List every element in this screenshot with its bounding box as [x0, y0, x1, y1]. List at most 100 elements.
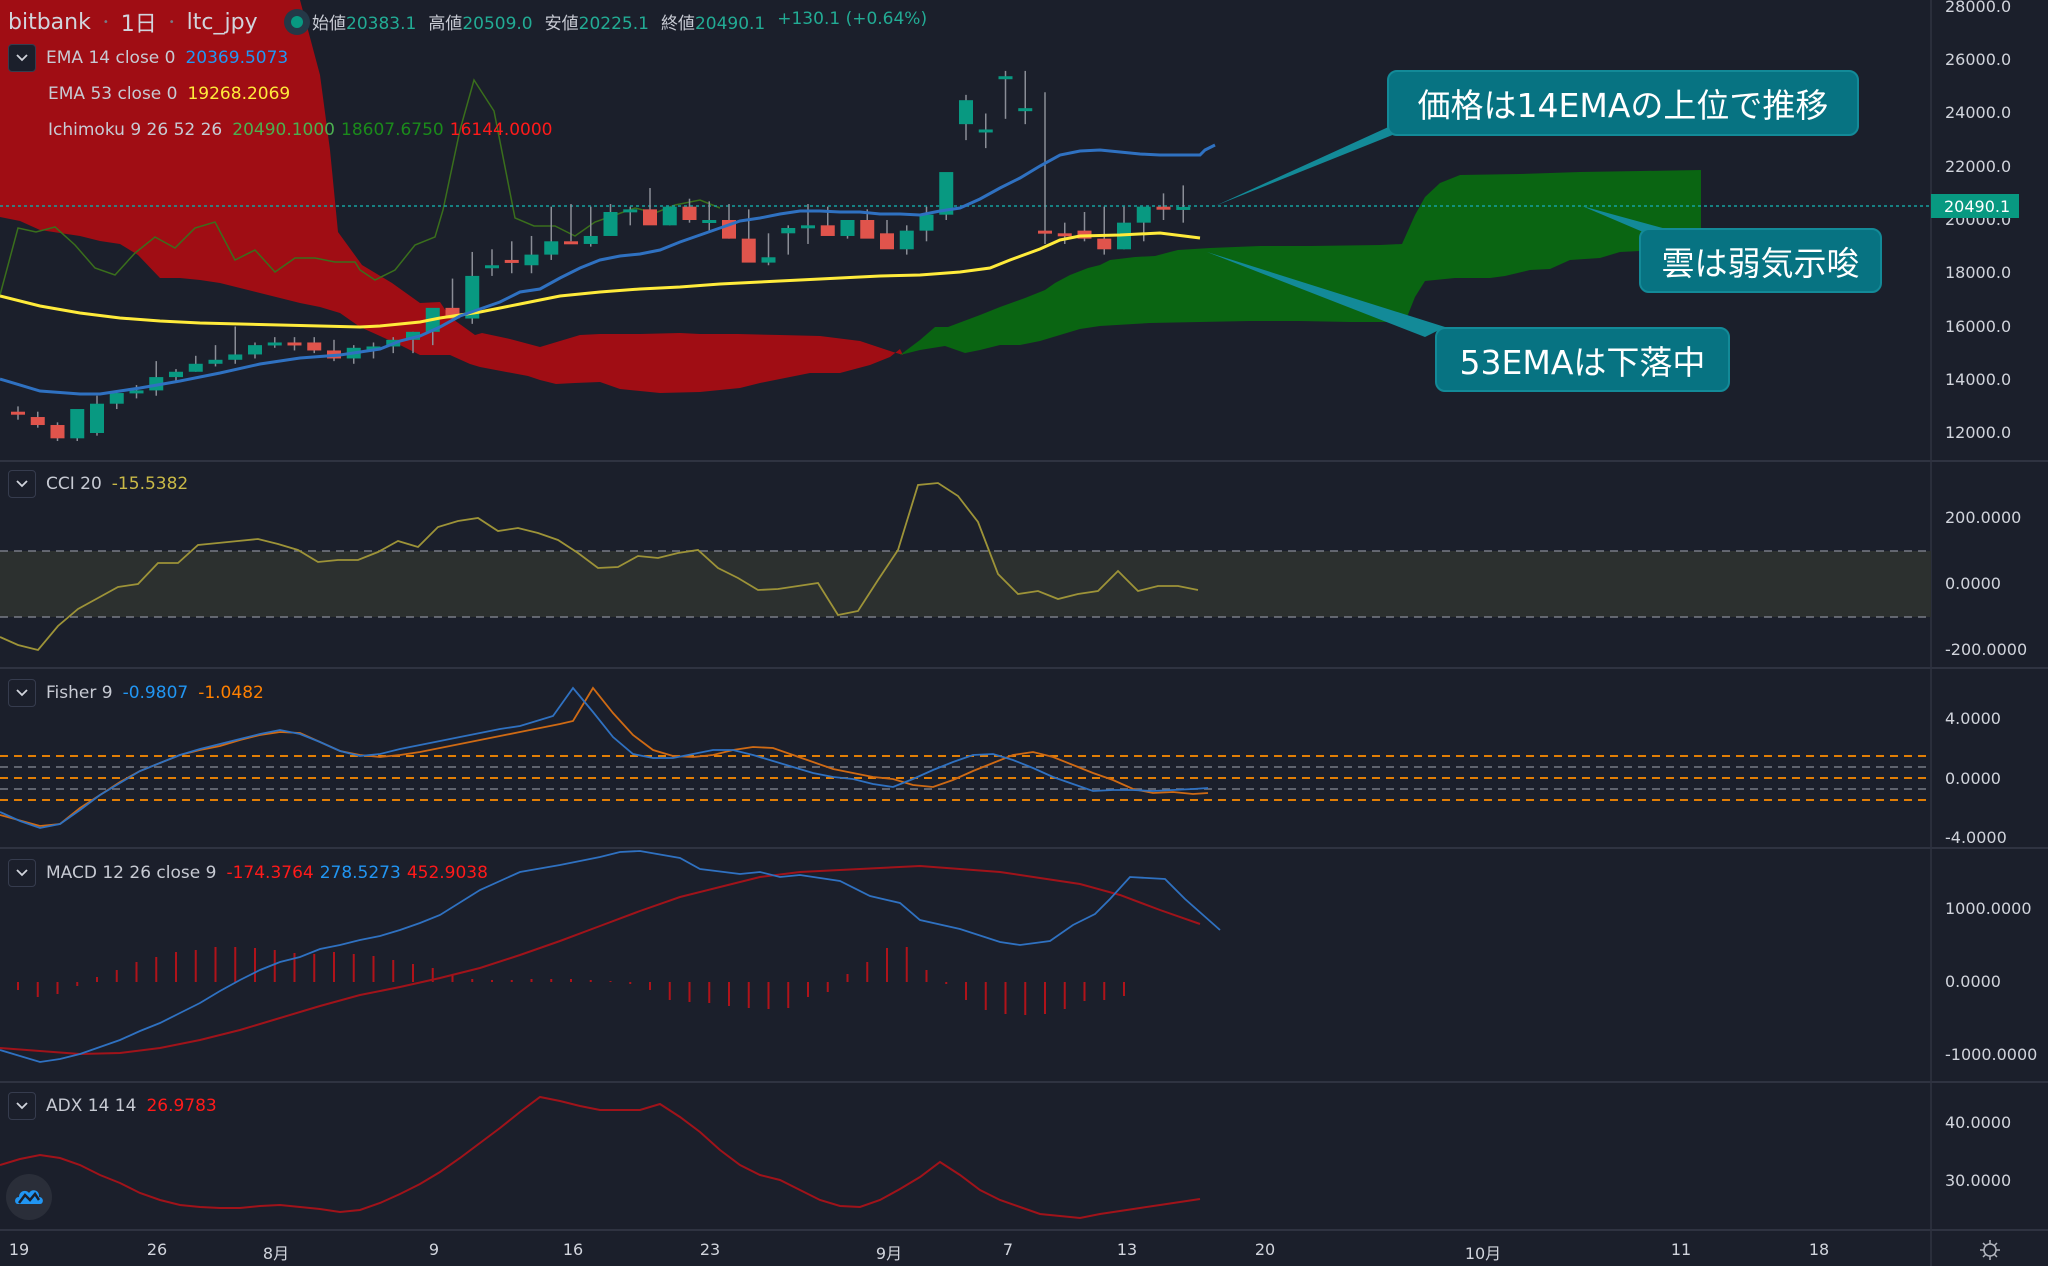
candle — [959, 100, 973, 125]
cci-band-fill — [0, 551, 1931, 617]
change-value: +130.1 (+0.64%) — [777, 9, 928, 29]
fisher-trigger-line — [0, 686, 1209, 827]
ema53-value: 19268.2069 — [187, 84, 291, 104]
time-axis-label: 23 — [699, 1240, 721, 1259]
candle — [623, 209, 638, 213]
candle — [485, 265, 499, 269]
candle — [1038, 230, 1052, 234]
candle — [662, 206, 677, 226]
logo-cloud-icon — [15, 1190, 43, 1204]
time-axis-label: 10月 — [1464, 1244, 1502, 1263]
ichimoku-cloud-bull — [900, 170, 1701, 355]
macd-line — [0, 850, 1221, 1063]
candle — [741, 238, 756, 263]
legend-ema14[interactable]: EMA 14 close 0 20369.5073 — [8, 44, 289, 72]
candle — [544, 241, 559, 255]
ichimoku-value-3: 16144.0000 — [449, 120, 553, 140]
open-label: 始値 — [312, 14, 346, 34]
chevron-down-icon — [16, 54, 28, 62]
time-axis-label: 20 — [1254, 1240, 1276, 1259]
candle — [978, 129, 993, 133]
candle — [880, 233, 894, 250]
candle — [998, 76, 1013, 80]
legend-cci[interactable]: CCI 20 -15.5382 — [8, 470, 188, 498]
candle — [1018, 108, 1033, 112]
low-label: 安値 — [544, 14, 579, 34]
macd-signal-value: 452.9038 — [406, 863, 488, 883]
cci-axis-label: 0.0000 — [1945, 574, 2001, 593]
cci-pane[interactable] — [0, 482, 1931, 652]
cci-axis-label: -200.0000 — [1945, 640, 2028, 659]
fisher-pane[interactable] — [0, 686, 1931, 829]
time-axis-label: 19 — [8, 1240, 30, 1259]
candle — [801, 225, 815, 229]
ichimoku-lagging-line — [0, 78, 721, 296]
candle — [188, 363, 203, 372]
chevron-down-icon — [16, 689, 28, 697]
candle — [70, 409, 85, 439]
collapse-macd-button[interactable] — [8, 859, 36, 887]
price-axis-label: 14000.0 — [1945, 370, 2012, 389]
candle — [919, 214, 934, 231]
symbol-header[interactable]: bitbank • 1日 • ltc_jpy — [8, 6, 310, 38]
collapse-adx-button[interactable] — [8, 1092, 36, 1120]
close-value: 20490.1 — [694, 14, 766, 34]
open-value: 20383.1 — [346, 14, 417, 34]
price-axis-label: 16000.0 — [1945, 317, 2012, 336]
candle — [11, 411, 25, 415]
legend-adx[interactable]: ADX 14 14 26.9783 — [8, 1092, 217, 1120]
candle — [307, 342, 322, 351]
callout-pointer-1 — [1215, 124, 1395, 206]
macd-axis-label: 1000.0000 — [1945, 899, 2032, 918]
fisher-axis-label: 4.0000 — [1945, 709, 2001, 728]
time-axis-label: 16 — [562, 1240, 584, 1259]
gear-icon[interactable] — [1978, 1238, 2002, 1262]
callout-cloud[interactable]: 雲は弱気示唆 — [1639, 228, 1882, 293]
callout-ema53[interactable]: 53EMAは下落中 — [1435, 327, 1730, 392]
candle — [109, 393, 124, 404]
candle — [208, 359, 223, 364]
ema14-line — [0, 143, 1216, 396]
candle — [50, 425, 65, 439]
candle — [30, 417, 45, 426]
ichimoku-value-2: 18607.6750 — [341, 120, 444, 140]
collapse-fisher-button[interactable] — [8, 679, 36, 707]
ema14-label: EMA 14 close 0 — [46, 48, 176, 68]
chevron-down-icon — [16, 1102, 28, 1110]
candle — [267, 342, 282, 346]
interval[interactable]: 1日 — [120, 12, 157, 37]
collapse-cci-button[interactable] — [8, 470, 36, 498]
candle — [169, 371, 183, 378]
macd-pane[interactable] — [0, 850, 1221, 1063]
adx-pane[interactable] — [0, 1095, 1201, 1220]
callout-ema14[interactable]: 価格は14EMAの上位で推移 — [1387, 70, 1859, 136]
candle — [445, 307, 460, 319]
tradingview-logo[interactable] — [6, 1174, 52, 1220]
fisher-label: Fisher 9 — [46, 683, 113, 703]
candle — [583, 235, 598, 244]
close-label: 終値 — [660, 14, 695, 34]
legend-ema53[interactable]: EMA 53 close 0 19268.2069 — [48, 81, 290, 107]
macd-axis-label: -1000.0000 — [1945, 1045, 2038, 1064]
candle — [504, 259, 519, 263]
candle — [643, 209, 657, 226]
market-status-icon — [283, 9, 310, 35]
main-price-pane[interactable] — [0, 0, 1931, 441]
candle — [1057, 233, 1072, 237]
cci-axis-label: 200.0000 — [1945, 508, 2022, 527]
legend-fisher[interactable]: Fisher 9 -0.9807 -1.0482 — [8, 679, 264, 707]
candle — [820, 225, 835, 236]
price-axis-label: 28000.0 — [1945, 0, 2012, 16]
candle — [1156, 206, 1171, 210]
candle — [287, 342, 302, 346]
callout-pointer-3 — [1207, 252, 1445, 337]
legend-macd[interactable]: MACD 12 26 close 9 -174.3764 278.5273 45… — [8, 859, 488, 887]
high-label: 高値 — [428, 14, 463, 34]
ema14-value: 20369.5073 — [185, 48, 289, 68]
candle — [899, 230, 914, 250]
fisher-axis-label: 0.0000 — [1945, 769, 2001, 788]
legend-ichimoku[interactable]: Ichimoku 9 26 52 26 20490.1000 18607.675… — [48, 117, 553, 143]
time-axis-label: 9月 — [875, 1244, 903, 1263]
collapse-legend-button[interactable] — [8, 44, 36, 72]
